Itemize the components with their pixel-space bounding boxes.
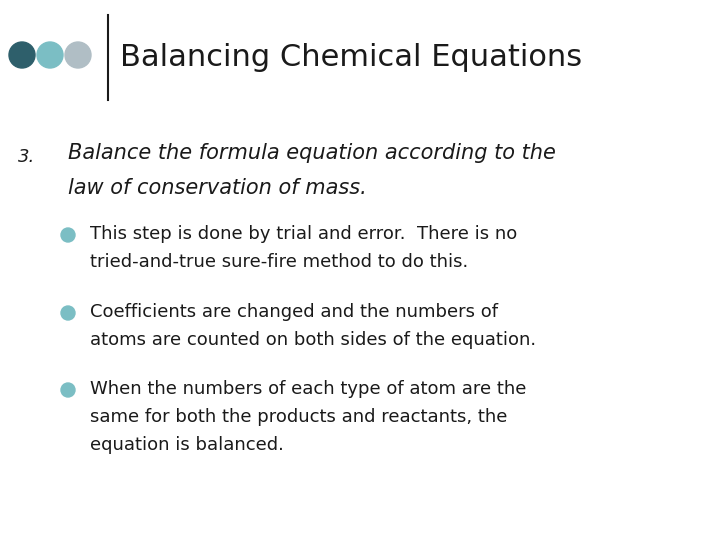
Text: law of conservation of mass.: law of conservation of mass.	[68, 178, 366, 198]
Circle shape	[61, 228, 75, 242]
Text: Balance the formula equation according to the: Balance the formula equation according t…	[68, 143, 556, 163]
Text: Balancing Chemical Equations: Balancing Chemical Equations	[120, 43, 582, 71]
Text: This step is done by trial and error.  There is no: This step is done by trial and error. Th…	[90, 225, 517, 243]
Circle shape	[65, 42, 91, 68]
Text: 3.: 3.	[18, 148, 35, 166]
Text: tried-and-true sure-fire method to do this.: tried-and-true sure-fire method to do th…	[90, 253, 468, 271]
Text: Coefficients are changed and the numbers of: Coefficients are changed and the numbers…	[90, 303, 498, 321]
Circle shape	[61, 306, 75, 320]
Circle shape	[61, 383, 75, 397]
Text: equation is balanced.: equation is balanced.	[90, 436, 284, 454]
Circle shape	[9, 42, 35, 68]
Text: atoms are counted on both sides of the equation.: atoms are counted on both sides of the e…	[90, 331, 536, 349]
Text: same for both the products and reactants, the: same for both the products and reactants…	[90, 408, 508, 426]
Circle shape	[37, 42, 63, 68]
Text: When the numbers of each type of atom are the: When the numbers of each type of atom ar…	[90, 380, 526, 398]
